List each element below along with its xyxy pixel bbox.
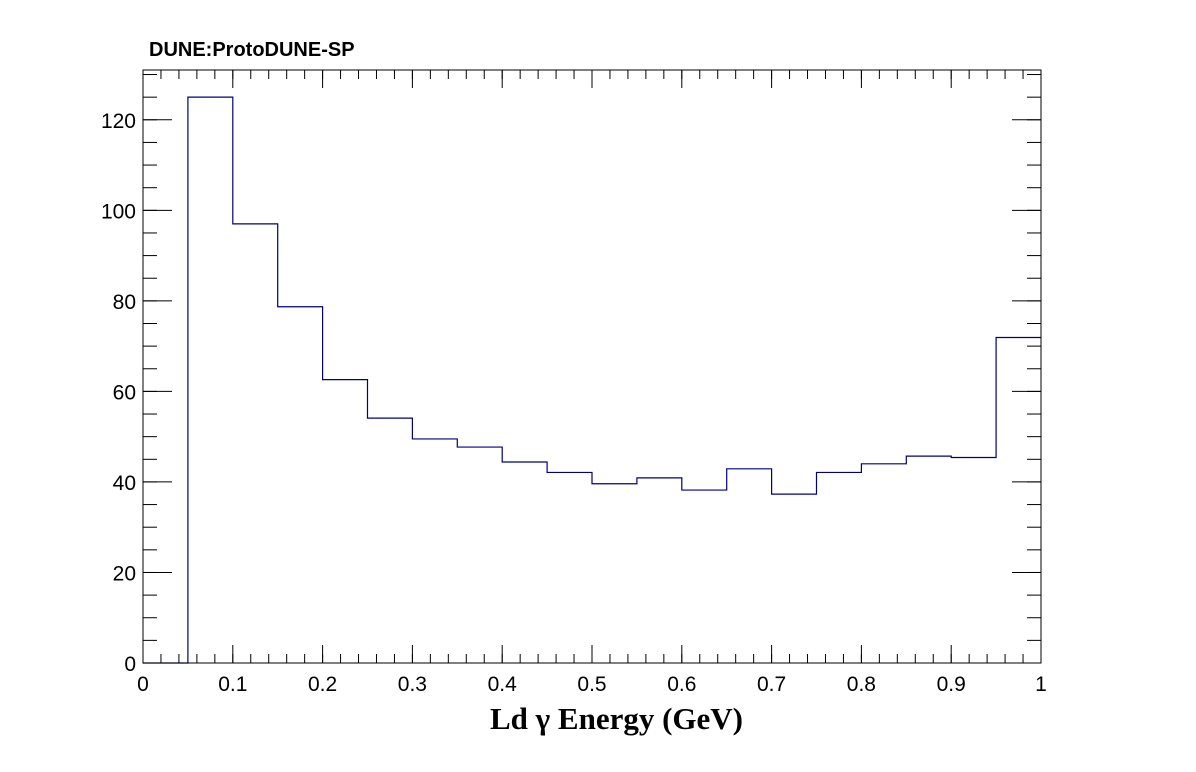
x-tick-label: 0 [137,673,149,696]
x-tick-label: 1 [1035,673,1047,696]
histogram-bin [547,472,592,663]
histogram-bin [412,439,457,663]
x-tick-label: 0.7 [757,673,786,696]
histogram-bin [951,457,996,663]
y-tick-label: 20 [113,562,136,585]
histogram-line [143,96,1041,664]
histogram-bin [637,478,682,663]
histogram-series [143,96,1041,664]
histogram-bin [502,462,547,663]
histogram-bin [457,447,502,663]
histogram-bin [861,464,906,663]
x-tick-label: 0.4 [488,673,518,696]
chart-title: DUNE:ProtoDUNE-SP [149,39,355,61]
x-axis-title: Ld γ Energy (GeV) [490,701,743,736]
histogram-bin [996,338,1041,663]
y-tick-label: 40 [113,472,136,495]
x-tick-label: 0.5 [577,673,606,696]
histogram-bin [188,97,233,663]
histogram-bin [278,307,323,663]
x-tick-label: 0.3 [398,673,427,696]
x-tick-label: 0.1 [218,673,247,696]
y-tick-label: 80 [113,291,136,314]
histogram-bin [727,469,772,663]
x-tick-label: 0.8 [847,673,876,696]
x-tick-label: 0.6 [667,673,696,696]
histogram-bin [906,456,951,663]
histogram-bin [772,494,817,663]
histogram-bin [817,472,862,663]
y-tick-label: 120 [101,110,136,133]
major-ticks [142,70,1042,664]
x-tick-label: 0.2 [308,673,337,696]
plot-frame [142,69,1042,664]
y-tick-label: 100 [101,200,136,223]
histogram-bin [368,418,413,663]
y-tick-label: 60 [113,381,136,404]
histogram-bin [592,484,637,663]
histogram-bin [682,490,727,663]
histogram-bin [233,224,278,663]
minor-ticks [142,70,1042,664]
x-tick-label: 0.9 [937,673,966,696]
tick-labels: 0 0.1 0.2 0.3 0.4 0.5 0.6 0.7 0.8 0.9 1 0 20 40 60 80 10… [101,110,1047,696]
y-tick-label: 0 [124,653,136,676]
histogram-bin [323,380,368,663]
